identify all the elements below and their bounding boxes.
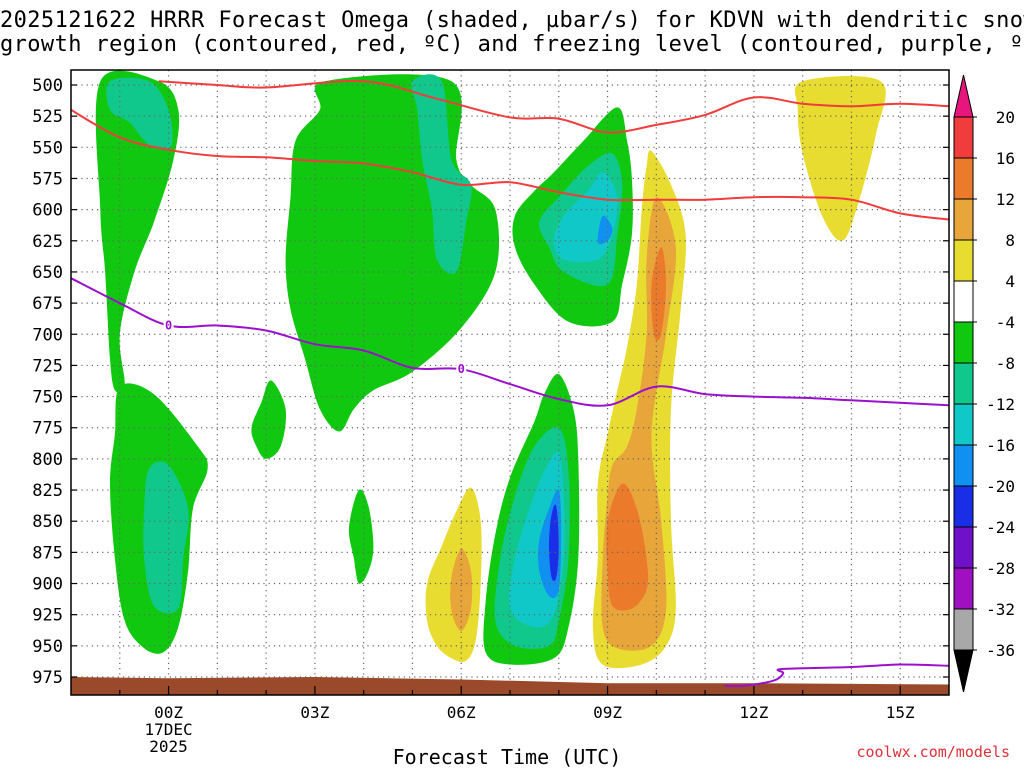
x-axis-label: Forecast Time (UTC)	[392, 745, 622, 769]
colorbar-label-1: 16	[996, 149, 1015, 168]
ground-terrain	[71, 677, 949, 695]
colorbar-label-8: -16	[986, 436, 1015, 455]
colorbar-bin-4	[953, 239, 974, 282]
omega-region-ascent-blob-04z	[348, 489, 374, 584]
colorbar-bin-6	[953, 321, 974, 364]
isotherm--12C	[158, 79, 949, 134]
ytick-label-950: 950	[32, 637, 63, 657]
xtick-label-12Z: 12Z	[739, 703, 768, 722]
colorbar-label-9: -20	[986, 477, 1015, 496]
colorbar-label-3: 8	[1005, 231, 1015, 250]
colorbar-label-2: 12	[996, 190, 1015, 209]
isotherm-contours: 00	[71, 79, 949, 688]
colorbar-bin-10	[953, 485, 974, 528]
omega-region-descent-col-14z	[794, 76, 886, 241]
colorbar-bin-5	[953, 280, 974, 323]
colorbar-label-10: -24	[986, 518, 1015, 537]
contour-label-bg-0	[163, 317, 174, 332]
chart-title-line1: 2025121622 HRRR Forecast Omega (shaded, …	[0, 8, 1024, 33]
colorbar-bin-12	[953, 567, 974, 610]
colorbar-bin-8	[953, 403, 974, 446]
colorbar-bin-7	[953, 362, 974, 405]
colorbar-label-7: -12	[986, 395, 1015, 414]
ytick-label-975: 975	[32, 668, 63, 688]
xtick-label-09Z: 09Z	[593, 703, 622, 722]
xtick-label-03Z: 03Z	[300, 703, 329, 722]
omega-region-ascent-blob-02z	[251, 380, 287, 459]
ytick-label-825: 825	[32, 481, 63, 501]
xtick-label-06Z: 06Z	[447, 703, 476, 722]
ytick-label-800: 800	[32, 450, 63, 470]
colorbar-bin-11	[953, 526, 974, 569]
colorbar-label-11: -28	[986, 559, 1015, 578]
isotherm-0C	[71, 277, 949, 407]
omega-region-ascent-col-05z-core	[411, 74, 472, 275]
ytick-label-700: 700	[32, 325, 63, 345]
site-credit[interactable]: coolwx.com/models	[856, 743, 1010, 761]
ytick-label-925: 925	[32, 606, 63, 626]
colorbar-bin-top	[953, 74, 974, 118]
y-axis-ticks: 500 525 550 575 600 625 650 675 700 725 750 775 800 8…	[32, 76, 949, 688]
contour-label-1: 0	[458, 362, 465, 376]
xtick-sublabel-date: 17DEC	[144, 720, 192, 739]
omega-region-descent-col-10z-c2	[651, 247, 667, 341]
isotherm--18C	[71, 109, 949, 221]
omega-region-ascent-col-00z-upper	[95, 70, 180, 393]
ytick-label-625: 625	[32, 232, 63, 252]
xtick-label-00Z: 00Z	[154, 703, 183, 722]
colorbar-label-12: -32	[986, 600, 1015, 619]
ytick-label-650: 650	[32, 263, 63, 283]
colorbar-bin-1	[953, 116, 974, 159]
colorbar-bin-bottom	[953, 649, 974, 693]
omega-shading	[95, 70, 886, 669]
omega-region-ascent-col-00z-upper-core	[106, 77, 173, 151]
omega-region-ascent-col-08z-c4	[549, 504, 559, 582]
colorbar-label-6: -8	[996, 354, 1015, 373]
terrain-layer	[71, 677, 949, 695]
ytick-label-750: 750	[32, 388, 63, 408]
contour-label-0: 0	[165, 319, 172, 333]
colorbar-bin-9	[953, 444, 974, 487]
chart-title-line2: growth region (contoured, red, ºC) and f…	[0, 32, 1024, 57]
ytick-label-600: 600	[32, 201, 63, 221]
ytick-label-725: 725	[32, 356, 63, 376]
colorbar-label-4: 4	[1005, 272, 1015, 291]
colorbar: 20 16 12 8 4 -4 -8 -12 -16 -20 -24 -28 -32 -36	[953, 74, 1015, 693]
xtick-sublabel-year: 2025	[149, 737, 188, 756]
ytick-label-500: 500	[32, 76, 63, 96]
colorbar-label-13: -36	[986, 641, 1015, 660]
isotherm-0C-surface	[724, 663, 949, 688]
ytick-label-775: 775	[32, 419, 63, 439]
ytick-label-875: 875	[32, 543, 63, 563]
omega-region-descent-blob-06z-core	[450, 548, 473, 631]
colorbar-bin-3	[953, 198, 974, 241]
colorbar-label-5: -4	[996, 313, 1015, 332]
xtick-label-15Z: 15Z	[886, 703, 915, 722]
ytick-label-575: 575	[32, 169, 63, 189]
ytick-label-900: 900	[32, 575, 63, 595]
colorbar-bin-2	[953, 157, 974, 200]
ytick-label-525: 525	[32, 107, 63, 127]
omega-region-ascent-col-09z-c3	[597, 215, 613, 245]
colorbar-bin-13	[953, 608, 974, 651]
omega-region-ascent-col-00z-lower-core	[143, 461, 189, 614]
omega-region-descent-col-10z-c3	[606, 483, 649, 611]
colorbar-label-0: 20	[996, 108, 1015, 127]
ytick-label-675: 675	[32, 294, 63, 314]
ytick-label-850: 850	[32, 512, 63, 532]
gridlines	[71, 70, 949, 695]
contour-label-bg-1	[456, 361, 467, 376]
ytick-label-550: 550	[32, 138, 63, 158]
